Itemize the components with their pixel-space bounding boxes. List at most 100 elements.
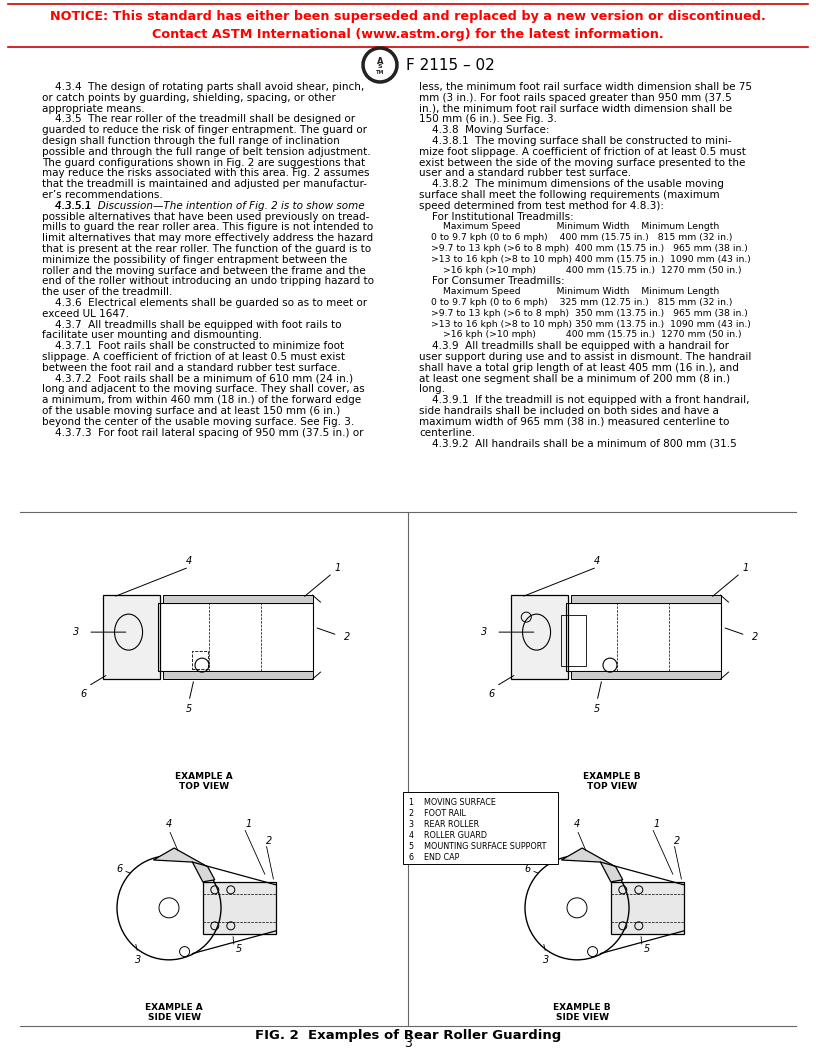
Text: 2: 2 [752,633,759,642]
Text: 1: 1 [246,818,252,829]
Text: 4.3.5  The rear roller of the treadmill shall be designed or: 4.3.5 The rear roller of the treadmill s… [42,114,355,125]
Text: long and adjacent to the moving surface. They shall cover, as: long and adjacent to the moving surface.… [42,384,365,394]
Text: limit alternatives that may more effectively address the hazard: limit alternatives that may more effecti… [42,233,373,243]
Text: 4.3.9.1  If the treadmill is not equipped with a front handrail,: 4.3.9.1 If the treadmill is not equipped… [419,395,750,406]
Text: Contact ASTM International (www.astm.org) for the latest information.: Contact ASTM International (www.astm.org… [153,29,663,41]
Text: TM: TM [376,70,384,75]
Text: Maximum Speed            Minimum Width    Minimum Length: Maximum Speed Minimum Width Minimum Leng… [419,223,719,231]
Text: 3: 3 [404,1037,412,1050]
Text: less, the minimum foot rail surface width dimension shall be 75: less, the minimum foot rail surface widt… [419,82,752,92]
Text: surface shall meet the following requirements (maximum: surface shall meet the following require… [419,190,720,200]
Bar [512,596,567,679]
Text: facilitate user mounting and dismounting.: facilitate user mounting and dismounting… [42,331,262,340]
Text: between the foot rail and a standard rubber test surface.: between the foot rail and a standard rub… [42,363,340,373]
Bar [611,882,684,934]
Polygon shape [362,48,398,83]
Circle shape [366,51,394,79]
Text: 6: 6 [80,690,86,699]
Text: 0 to 9.7 kph (0 to 6 mph)    400 mm (15.75 in.)   815 mm (32 in.): 0 to 9.7 kph (0 to 6 mph) 400 mm (15.75 … [419,233,733,242]
Text: roller and the moving surface and between the frame and the: roller and the moving surface and betwee… [42,266,366,276]
Text: 3: 3 [543,955,549,965]
Text: A: A [377,57,384,65]
Text: 1: 1 [335,563,340,573]
Bar [570,596,721,603]
Text: maximum width of 965 mm (38 in.) measured centerline to: maximum width of 965 mm (38 in.) measure… [419,417,730,427]
Text: EXAMPLE B
TOP VIEW: EXAMPLE B TOP VIEW [583,772,641,792]
Bar [162,672,313,679]
Text: 3: 3 [73,627,79,637]
Text: 2: 2 [674,836,680,846]
Text: >13 to 16 kph (>8 to 10 mph) 350 mm (13.75 in.)  1090 mm (43 in.): >13 to 16 kph (>8 to 10 mph) 350 mm (13.… [419,320,751,328]
Bar [570,672,721,679]
Text: design shall function through the full range of inclination: design shall function through the full r… [42,136,339,146]
Text: 4    ROLLER GUARD: 4 ROLLER GUARD [409,831,487,841]
Bar [157,603,313,672]
Bar [104,596,159,679]
Text: side handrails shall be included on both sides and have a: side handrails shall be included on both… [419,406,719,416]
Text: >9.7 to 13 kph (>6 to 8 mph)  350 mm (13.75 in.)   965 mm (38 in.): >9.7 to 13 kph (>6 to 8 mph) 350 mm (13.… [419,308,747,318]
Text: >16 kph (>10 mph)          400 mm (15.75 in.)  1270 mm (50 in.): >16 kph (>10 mph) 400 mm (15.75 in.) 127… [419,266,742,275]
Text: that the treadmill is maintained and adjusted per manufactur-: that the treadmill is maintained and adj… [42,180,367,189]
Text: 6: 6 [488,690,494,699]
Text: mm (3 in.). For foot rails spaced greater than 950 mm (37.5: mm (3 in.). For foot rails spaced greate… [419,93,732,102]
Bar [565,603,721,672]
Text: 4: 4 [186,557,192,566]
Bar [203,882,276,934]
Text: FIG. 2  Examples of Rear Roller Guarding: FIG. 2 Examples of Rear Roller Guarding [255,1029,561,1042]
Text: >13 to 16 kph (>8 to 10 mph) 400 mm (15.75 in.)  1090 mm (43 in.): >13 to 16 kph (>8 to 10 mph) 400 mm (15.… [419,254,751,264]
Text: 4.3.5.1: 4.3.5.1 [42,201,98,211]
Bar [561,615,586,666]
Text: F 2115 – 02: F 2115 – 02 [406,57,494,73]
Text: For Institutional Treadmills:: For Institutional Treadmills: [419,211,574,222]
Text: centerline.: centerline. [419,428,475,437]
Text: 4.3.8  Moving Surface:: 4.3.8 Moving Surface: [419,126,549,135]
Text: slippage. A coefficient of friction of at least 0.5 must exist: slippage. A coefficient of friction of a… [42,352,345,362]
Text: >16 kph (>10 mph)          400 mm (15.75 in.)  1270 mm (50 in.): >16 kph (>10 mph) 400 mm (15.75 in.) 127… [419,331,742,339]
Text: 4.3.7.2  Foot rails shall be a minimum of 610 mm (24 in.): 4.3.7.2 Foot rails shall be a minimum of… [42,374,353,383]
Text: 4: 4 [574,818,580,829]
Text: the user of the treadmill.: the user of the treadmill. [42,287,172,297]
Text: exist between the side of the moving surface presented to the: exist between the side of the moving sur… [419,157,745,168]
Text: 4.3.8.2  The minimum dimensions of the usable moving: 4.3.8.2 The minimum dimensions of the us… [419,180,724,189]
Text: er’s recommendations.: er’s recommendations. [42,190,162,200]
Text: or catch points by guarding, shielding, spacing, or other: or catch points by guarding, shielding, … [42,93,335,102]
Text: 5    MOUNTING SURFACE SUPPORT: 5 MOUNTING SURFACE SUPPORT [409,842,547,851]
Text: 6: 6 [117,864,122,873]
Text: shall have a total grip length of at least 405 mm (16 in.), and: shall have a total grip length of at lea… [419,363,738,373]
Text: that is present at the rear roller. The function of the guard is to: that is present at the rear roller. The … [42,244,371,254]
Text: minimize the possibility of finger entrapment between the: minimize the possibility of finger entra… [42,254,348,265]
Text: end of the roller without introducing an undo tripping hazard to: end of the roller without introducing an… [42,277,374,286]
Bar [192,652,208,670]
Text: 1    MOVING SURFACE: 1 MOVING SURFACE [409,798,496,807]
Text: user and a standard rubber test surface.: user and a standard rubber test surface. [419,168,631,178]
Text: may reduce the risks associated with this area. Fig. 2 assumes: may reduce the risks associated with thi… [42,168,370,178]
Text: 0 to 9.7 kph (0 to 6 mph)    325 mm (12.75 in.)   815 mm (32 in.): 0 to 9.7 kph (0 to 6 mph) 325 mm (12.75 … [419,298,733,307]
Text: 4.3.5.1  Discussion—The intention of Fig. 2 is to show some: 4.3.5.1 Discussion—The intention of Fig.… [42,201,365,211]
Text: 4.3.9  All treadmills shall be equipped with a handrail for: 4.3.9 All treadmills shall be equipped w… [419,341,729,352]
Text: 3: 3 [135,955,141,965]
Text: 2: 2 [266,836,272,846]
Text: 6    END CAP: 6 END CAP [409,853,459,862]
Text: guarded to reduce the risk of finger entrapment. The guard or: guarded to reduce the risk of finger ent… [42,126,367,135]
Text: For Consumer Treadmills:: For Consumer Treadmills: [419,277,565,286]
Text: 4.3.8.1  The moving surface shall be constructed to mini-: 4.3.8.1 The moving surface shall be cons… [419,136,731,146]
Text: 4.3.4  The design of rotating parts shall avoid shear, pinch,: 4.3.4 The design of rotating parts shall… [42,82,364,92]
Text: 6: 6 [525,864,530,873]
Text: exceed UL 1647.: exceed UL 1647. [42,308,129,319]
Polygon shape [561,848,623,882]
Bar [162,596,313,603]
Text: EXAMPLE A
TOP VIEW: EXAMPLE A TOP VIEW [175,772,233,792]
Text: appropriate means.: appropriate means. [42,103,144,114]
Text: 4: 4 [166,818,172,829]
Text: 4.3.7.1  Foot rails shall be constructed to minimize foot: 4.3.7.1 Foot rails shall be constructed … [42,341,344,352]
Text: mills to guard the rear roller area. This figure is not intended to: mills to guard the rear roller area. Thi… [42,223,373,232]
Text: 5: 5 [236,944,242,955]
Text: mize foot slippage. A coefficient of friction of at least 0.5 must: mize foot slippage. A coefficient of fri… [419,147,746,156]
Text: >9.7 to 13 kph (>6 to 8 mph)  400 mm (15.75 in.)   965 mm (38 in.): >9.7 to 13 kph (>6 to 8 mph) 400 mm (15.… [419,244,747,253]
Text: EXAMPLE B
SIDE VIEW: EXAMPLE B SIDE VIEW [553,1002,611,1022]
Text: 4.3.7.3  For foot rail lateral spacing of 950 mm (37.5 in.) or: 4.3.7.3 For foot rail lateral spacing of… [42,428,363,437]
Text: 2    FOOT RAIL: 2 FOOT RAIL [409,809,466,818]
Text: beyond the center of the usable moving surface. See Fig. 3.: beyond the center of the usable moving s… [42,417,354,427]
Text: The guard configurations shown in Fig. 2 are suggestions that: The guard configurations shown in Fig. 2… [42,157,365,168]
Polygon shape [153,848,215,882]
